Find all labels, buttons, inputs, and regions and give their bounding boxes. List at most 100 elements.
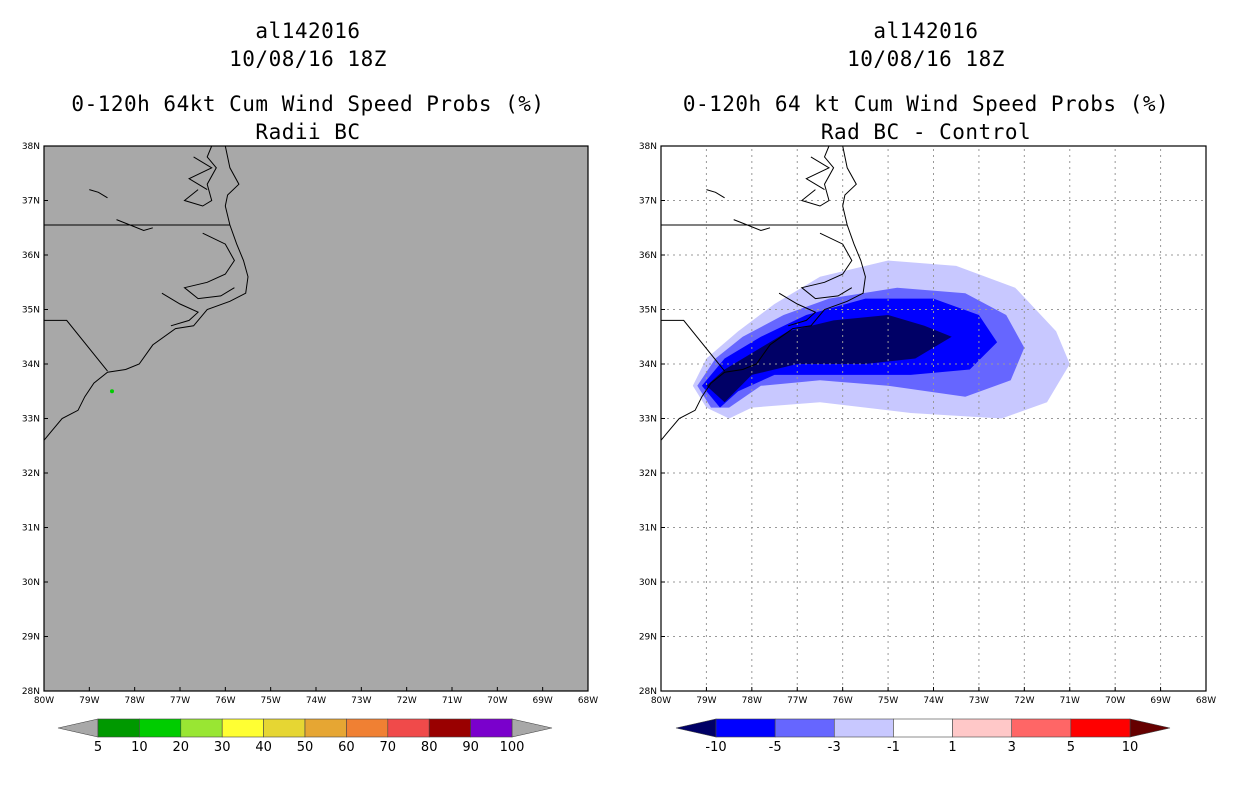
right-colorbar: -10 -5 -3 -1 1 3 5 10 — [675, 718, 1171, 755]
right-colorbar-label: 10 — [1122, 740, 1139, 755]
right-colorbar-right-arrow — [1129, 718, 1171, 738]
lat-label: 34N — [22, 360, 40, 370]
left-colorbar-swatch — [387, 718, 430, 738]
right-colorbar-label: 1 — [948, 740, 956, 755]
coastline-segment — [660, 145, 866, 441]
lat-label: 31N — [639, 524, 657, 534]
right-colorbar-label: 5 — [1067, 740, 1075, 755]
lat-label: 32N — [22, 469, 40, 479]
lon-label: 78W — [124, 696, 144, 706]
left-colorbar-label: 30 — [214, 740, 231, 755]
lon-label: 77W — [787, 696, 807, 706]
lat-label: 30N — [22, 578, 40, 588]
coastline-segment — [89, 189, 108, 199]
lat-label: 35N — [639, 306, 657, 316]
left-subtitle: Radii BC — [255, 120, 361, 144]
lon-label: 69W — [532, 696, 552, 706]
left-colorbar-label: 50 — [297, 740, 314, 755]
coastline-segment — [183, 145, 217, 207]
left-colorbar-label: 5 — [94, 740, 102, 755]
left-colorbar-label: 60 — [338, 740, 355, 755]
lat-label: 31N — [22, 524, 40, 534]
lon-label: 76W — [832, 696, 852, 706]
left-colorbar-swatch — [221, 718, 264, 738]
lon-label: 75W — [878, 696, 898, 706]
left-map-background — [44, 146, 588, 691]
lon-label: 80W — [651, 696, 671, 706]
right-colorbar-left-arrow — [675, 718, 717, 738]
lat-label: 28N — [22, 687, 40, 697]
lon-label: 73W — [351, 696, 371, 706]
lat-label: 34N — [639, 360, 657, 370]
lat-label: 36N — [22, 251, 40, 261]
lon-label: 70W — [487, 696, 507, 706]
lon-label: 68W — [1196, 696, 1216, 706]
coastline-segment — [44, 319, 108, 372]
coastline-segment — [161, 292, 199, 327]
lat-label: 32N — [639, 469, 657, 479]
lat-label: 35N — [22, 306, 40, 316]
coastline-segment — [805, 156, 831, 191]
coastline-segment — [733, 219, 771, 232]
lat-label: 38N — [639, 142, 657, 152]
probability-point — [110, 389, 114, 394]
coastline-segment — [800, 145, 835, 207]
lat-label: 38N — [22, 142, 40, 152]
lon-label: 68W — [578, 696, 598, 706]
right-product-title: 0-120h 64 kt Cum Wind Speed Probs (%) — [682, 92, 1170, 116]
left-colorbar-swatch — [470, 718, 513, 738]
left-colorbar-label: 40 — [255, 740, 272, 755]
lon-label: 79W — [696, 696, 716, 706]
right-colorbar-swatch — [952, 718, 1013, 738]
left-colorbar-swatch — [304, 718, 347, 738]
right-colorbar-swatch — [774, 718, 835, 738]
coastline-segment — [188, 156, 213, 191]
right-panel-title: al142016 10/08/16 18Z 0-120h 64 kt Cum W… — [626, 17, 1226, 146]
right-colorbar-swatch — [1070, 718, 1131, 738]
lon-label: 74W — [306, 696, 326, 706]
coastline-segment — [778, 292, 817, 327]
right-colorbar-swatch — [833, 718, 894, 738]
lat-label: 30N — [639, 578, 657, 588]
lat-label: 36N — [639, 251, 657, 261]
left-colorbar-swatch — [428, 718, 471, 738]
lon-label: 69W — [1150, 696, 1170, 706]
left-colorbar-swatch — [180, 718, 223, 738]
right-colorbar-swatch — [715, 718, 776, 738]
left-colorbar-swatch — [97, 718, 140, 738]
lon-label: 71W — [442, 696, 462, 706]
left-colorbar-left-arrow — [57, 718, 99, 738]
right-storm-id: al142016 — [873, 19, 979, 43]
left-colorbar-label: 70 — [380, 740, 397, 755]
lon-label: 79W — [79, 696, 99, 706]
lat-label: 37N — [639, 197, 657, 207]
right-colorbar-label: 3 — [1008, 740, 1016, 755]
right-colorbar-label: -10 — [705, 740, 726, 755]
left-colorbar-label: 80 — [421, 740, 438, 755]
lat-label: 29N — [639, 633, 657, 643]
lat-label: 37N — [22, 197, 40, 207]
right-colorbar-label: -5 — [769, 740, 782, 755]
lon-label: 76W — [215, 696, 235, 706]
lon-label: 77W — [170, 696, 190, 706]
coastline-segment — [706, 189, 725, 199]
left-colorbar-label: 20 — [173, 740, 190, 755]
lon-label: 78W — [742, 696, 762, 706]
lat-label: 29N — [22, 633, 40, 643]
left-colorbar-label: 100 — [500, 740, 525, 755]
left-colorbar-swatch — [346, 718, 389, 738]
coastline-segment — [116, 219, 153, 232]
coastline-segment — [800, 232, 853, 300]
lon-label: 70W — [1105, 696, 1125, 706]
left-storm-id: al142016 — [255, 19, 361, 43]
right-colorbar-swatch — [1011, 718, 1072, 738]
coastline-segment — [661, 319, 725, 372]
left-panel-title: al142016 10/08/16 18Z 0-120h 64kt Cum Wi… — [8, 17, 608, 146]
coastline-segment — [43, 145, 249, 441]
right-colorbar-label: -1 — [887, 740, 900, 755]
lon-label: 80W — [34, 696, 54, 706]
lon-label: 73W — [969, 696, 989, 706]
